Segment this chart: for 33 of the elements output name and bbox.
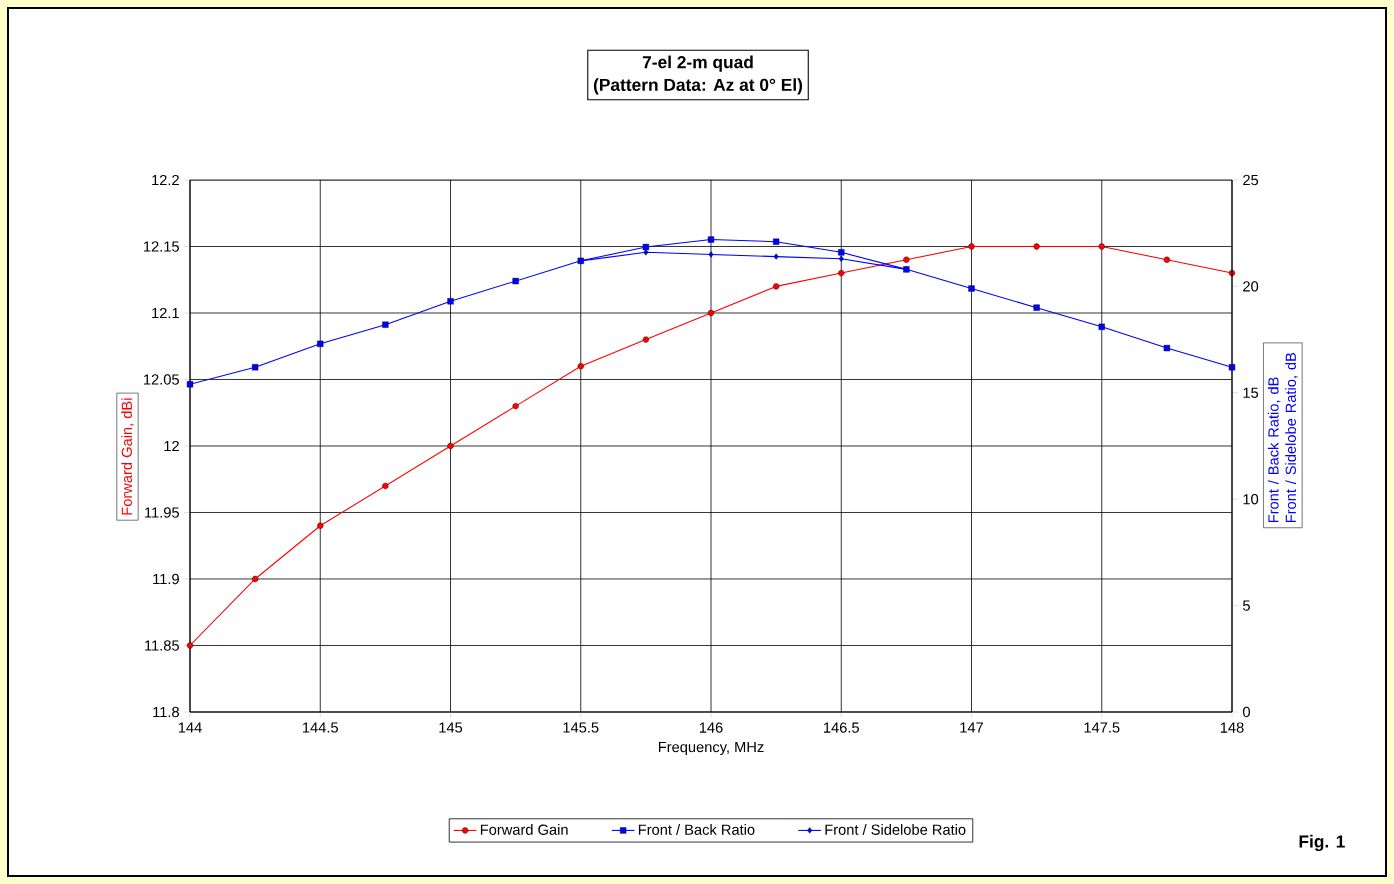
y-axis-title: Forward Gain, dBi — [121, 398, 134, 515]
y2-tick-label: 5 — [1242, 600, 1250, 611]
x-tick-label: 145 — [439, 722, 463, 733]
x-tick-label: 144 — [178, 722, 202, 733]
y2-tick-label: 15 — [1243, 387, 1259, 398]
y-tick-label: 12 — [164, 440, 179, 452]
y-tick-label: 11.85 — [145, 640, 179, 651]
x-tick-label: 144.5 — [303, 722, 338, 733]
x-tick-label: 147 — [960, 722, 983, 733]
x-tick-label: 146 — [699, 722, 723, 733]
x-tick-label: 145.5 — [563, 722, 599, 733]
y2-axis-title: Front / Back Ratio, dB Front / Sidelobe Ratio, dB — [1267, 352, 1298, 523]
x-axis-title: Frequency, MHz — [658, 741, 764, 756]
y2-tick-label: 0 — [1242, 706, 1250, 718]
y2-tick-label: 25 — [1243, 174, 1259, 186]
x-tick-label: 146.5 — [824, 722, 859, 733]
legend-label: Front / Back Ratio — [638, 824, 755, 835]
y-tick-label: 12.2 — [152, 174, 179, 186]
y-tick-label: 11.95 — [145, 507, 179, 518]
chart-title: 7-el 2-m quad — [642, 55, 753, 72]
y-tick-label: 11.9 — [153, 573, 179, 585]
x-tick-label: 148 — [1220, 722, 1244, 733]
y-tick-label: 12.15 — [144, 241, 179, 252]
y2-tick-label: 10 — [1243, 494, 1259, 505]
y2-tick-label: 20 — [1243, 281, 1259, 292]
legend-label: Front / Sidelobe Ratio — [825, 824, 966, 835]
y-tick-label: 12.05 — [144, 374, 179, 385]
legend-label: Forward Gain — [480, 824, 568, 835]
caption: Fig. 1 — [1299, 834, 1345, 852]
y-tick-label: 11.8 — [153, 706, 179, 718]
x-tick-label: 147.5 — [1084, 722, 1120, 733]
y-tick-label: 12.1 — [152, 307, 179, 319]
chart-subtitle: (Pattern Data: Az at 0° El) — [593, 78, 803, 95]
